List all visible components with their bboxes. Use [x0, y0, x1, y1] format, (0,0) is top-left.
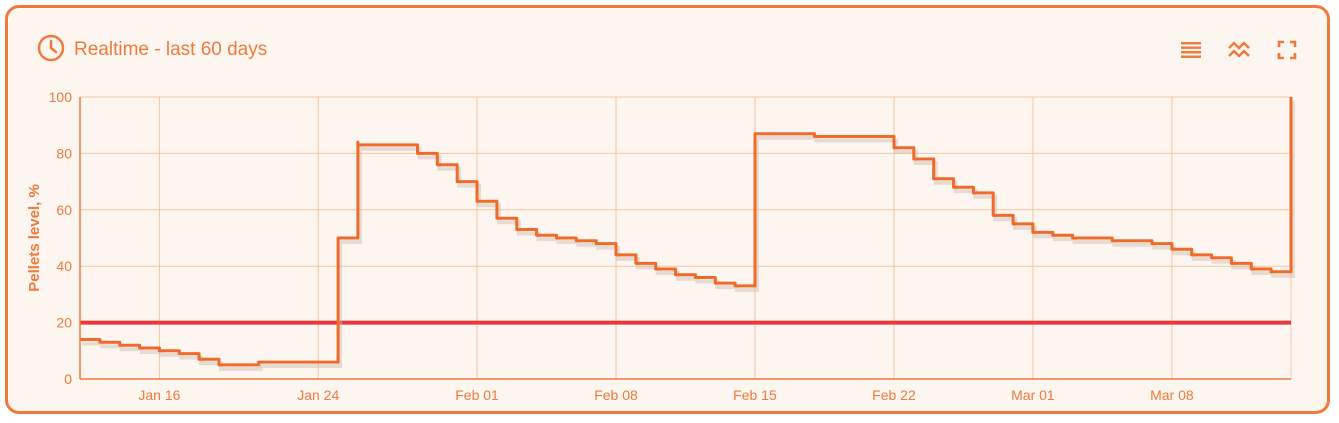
y-tick-label: 40 [56, 258, 72, 274]
clock-icon [36, 33, 66, 68]
compare-icon[interactable] [1225, 36, 1253, 64]
chart-title: Realtime - last 60 days [74, 39, 268, 60]
series-line [80, 97, 1293, 367]
series-line-shadow [82, 101, 1295, 371]
y-tick-label: 100 [49, 89, 73, 105]
fullscreen-icon[interactable] [1273, 36, 1301, 64]
y-axis-label: Pellets level, % [26, 184, 43, 292]
x-tick-label: Feb 15 [733, 387, 777, 403]
x-tick-label: Mar 08 [1150, 387, 1194, 403]
x-tick-label: Mar 01 [1011, 387, 1055, 403]
y-tick-label: 20 [56, 315, 72, 331]
x-tick-label: Feb 01 [455, 387, 499, 403]
x-tick-label: Jan 24 [297, 387, 339, 403]
toolbar [1177, 36, 1301, 64]
y-tick-label: 0 [64, 371, 72, 387]
x-tick-label: Feb 08 [594, 387, 638, 403]
list-icon[interactable] [1177, 36, 1205, 64]
x-tick-label: Feb 22 [872, 387, 916, 403]
x-tick-label: Jan 16 [138, 387, 180, 403]
y-tick-label: 80 [56, 145, 72, 161]
card-header: Realtime - last 60 days [36, 34, 267, 66]
y-tick-label: 60 [56, 202, 72, 218]
